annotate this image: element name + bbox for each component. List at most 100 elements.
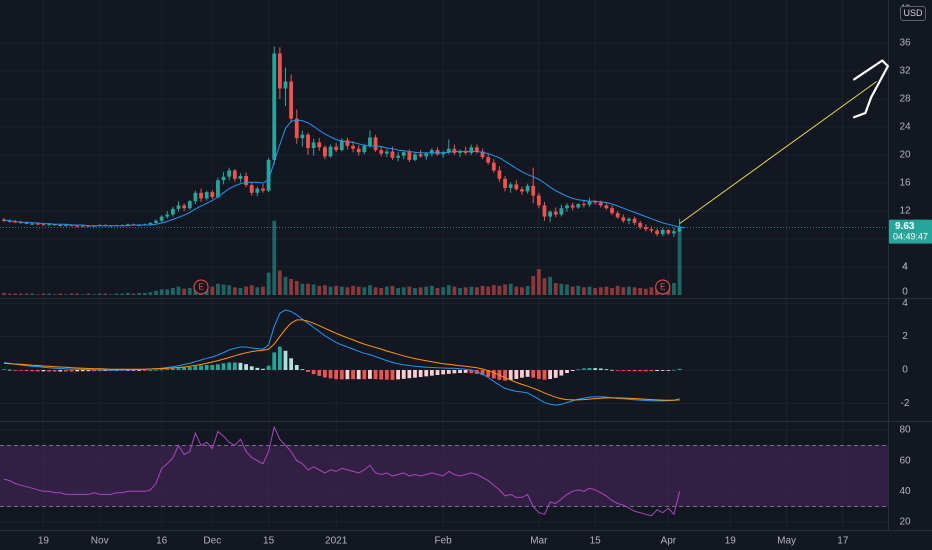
volume-bar <box>2 292 6 295</box>
time-axis-label: Apr <box>661 536 677 547</box>
volume-bar <box>565 284 569 295</box>
candle-body <box>491 162 496 171</box>
volume-bar <box>570 286 575 295</box>
candle-body <box>75 225 80 227</box>
candle-body <box>171 208 175 215</box>
macd-histogram-bar <box>148 370 153 371</box>
candle-body <box>244 176 248 186</box>
macd-histogram-bar <box>396 370 400 380</box>
volume-bar <box>52 294 57 295</box>
candle-body <box>424 153 429 157</box>
volume-bar <box>69 293 74 295</box>
volume-bar <box>379 288 384 295</box>
candle-body <box>632 218 637 223</box>
volume-bar <box>469 286 474 295</box>
macd-histogram-bar <box>294 364 299 370</box>
macd-histogram-bar <box>615 370 620 371</box>
volume-bar <box>323 285 327 295</box>
macd-histogram-bar <box>384 370 389 380</box>
candle-body <box>469 147 474 153</box>
macd-histogram-bar <box>75 370 80 372</box>
volume-bar <box>97 293 102 295</box>
macd-signal-line <box>3 319 680 401</box>
rsi-axis-label: 80 <box>899 425 911 436</box>
macd-histogram-bar <box>531 370 536 378</box>
candle-body <box>204 192 209 199</box>
candle-body <box>272 53 277 160</box>
macd-histogram-bar <box>553 370 558 378</box>
time-axis-label: 15 <box>263 536 275 547</box>
volume-bar <box>441 287 446 295</box>
volume-bar <box>154 290 158 295</box>
macd-histogram-bar <box>182 367 187 370</box>
macd-histogram-bar <box>86 370 91 372</box>
macd-histogram-bar <box>221 363 226 370</box>
volume-bar <box>334 285 339 295</box>
volume-bar <box>604 286 609 295</box>
macd-histogram-bar <box>677 368 682 370</box>
candle-body <box>576 204 581 208</box>
candle-body <box>542 205 547 217</box>
candle-body <box>300 134 305 139</box>
candle-body <box>154 220 158 223</box>
macd-histogram-bar <box>334 370 339 380</box>
volume-axis-label: 0 <box>902 287 908 298</box>
volume-bar <box>13 293 18 295</box>
macd-histogram-bar <box>649 370 654 372</box>
macd-histogram-bar <box>463 370 468 373</box>
macd-histogram-bar <box>660 370 665 371</box>
macd-histogram-bar <box>13 370 18 371</box>
candle-body <box>413 154 417 160</box>
macd-histogram-bar <box>570 370 575 372</box>
volume-bar <box>548 276 553 295</box>
volume-bar <box>18 293 23 295</box>
macd-histogram-bar <box>441 370 446 375</box>
candle-body <box>58 225 63 226</box>
candle-body <box>221 176 226 181</box>
macd-histogram-bar <box>210 364 215 370</box>
volume-bar <box>536 269 541 295</box>
volume-bar <box>435 288 440 295</box>
currency-badge[interactable]: USD <box>900 6 926 21</box>
time-axis-label: Feb <box>435 536 453 547</box>
candles <box>2 46 682 237</box>
macd-histogram-bar <box>171 368 175 370</box>
macd-histogram-bar <box>480 370 485 376</box>
volume-bar <box>317 285 322 295</box>
time-axis-label: Dec <box>203 536 221 547</box>
candle-body <box>306 134 310 148</box>
volume-bar <box>610 288 614 295</box>
volume-axis-label: 4 <box>902 262 908 273</box>
candle-body <box>677 227 682 232</box>
candle-body <box>418 154 423 157</box>
candle-body <box>627 218 631 221</box>
volume-bar <box>86 293 91 295</box>
macd-histogram-bar <box>97 370 102 372</box>
earnings-marker-label: E <box>660 283 665 292</box>
candle-body <box>227 170 232 177</box>
candle-body <box>148 222 153 225</box>
candle-body <box>35 223 40 225</box>
volume-bar <box>520 287 524 295</box>
time-axis-label: May <box>777 536 796 547</box>
macd-histogram-bar <box>610 369 614 371</box>
volume-bar <box>429 285 434 295</box>
volume-bar <box>407 286 412 295</box>
volume-bar <box>587 286 592 295</box>
macd-line <box>3 309 680 406</box>
time-axis-label: Mar <box>530 536 548 547</box>
volume-bar <box>103 293 108 295</box>
candle-body <box>672 231 676 234</box>
volume-bar <box>396 288 400 295</box>
macd-histogram-bar <box>58 370 63 372</box>
macd-histogram-bar <box>238 362 243 370</box>
candle-body <box>581 204 586 205</box>
candle-body <box>328 146 333 157</box>
macd-histogram-bar <box>317 370 322 376</box>
rsi-line <box>3 425 681 517</box>
volume-bar <box>255 287 260 295</box>
volume-bar <box>277 270 282 295</box>
volume-bar <box>131 293 136 295</box>
volume-bar <box>137 292 142 295</box>
